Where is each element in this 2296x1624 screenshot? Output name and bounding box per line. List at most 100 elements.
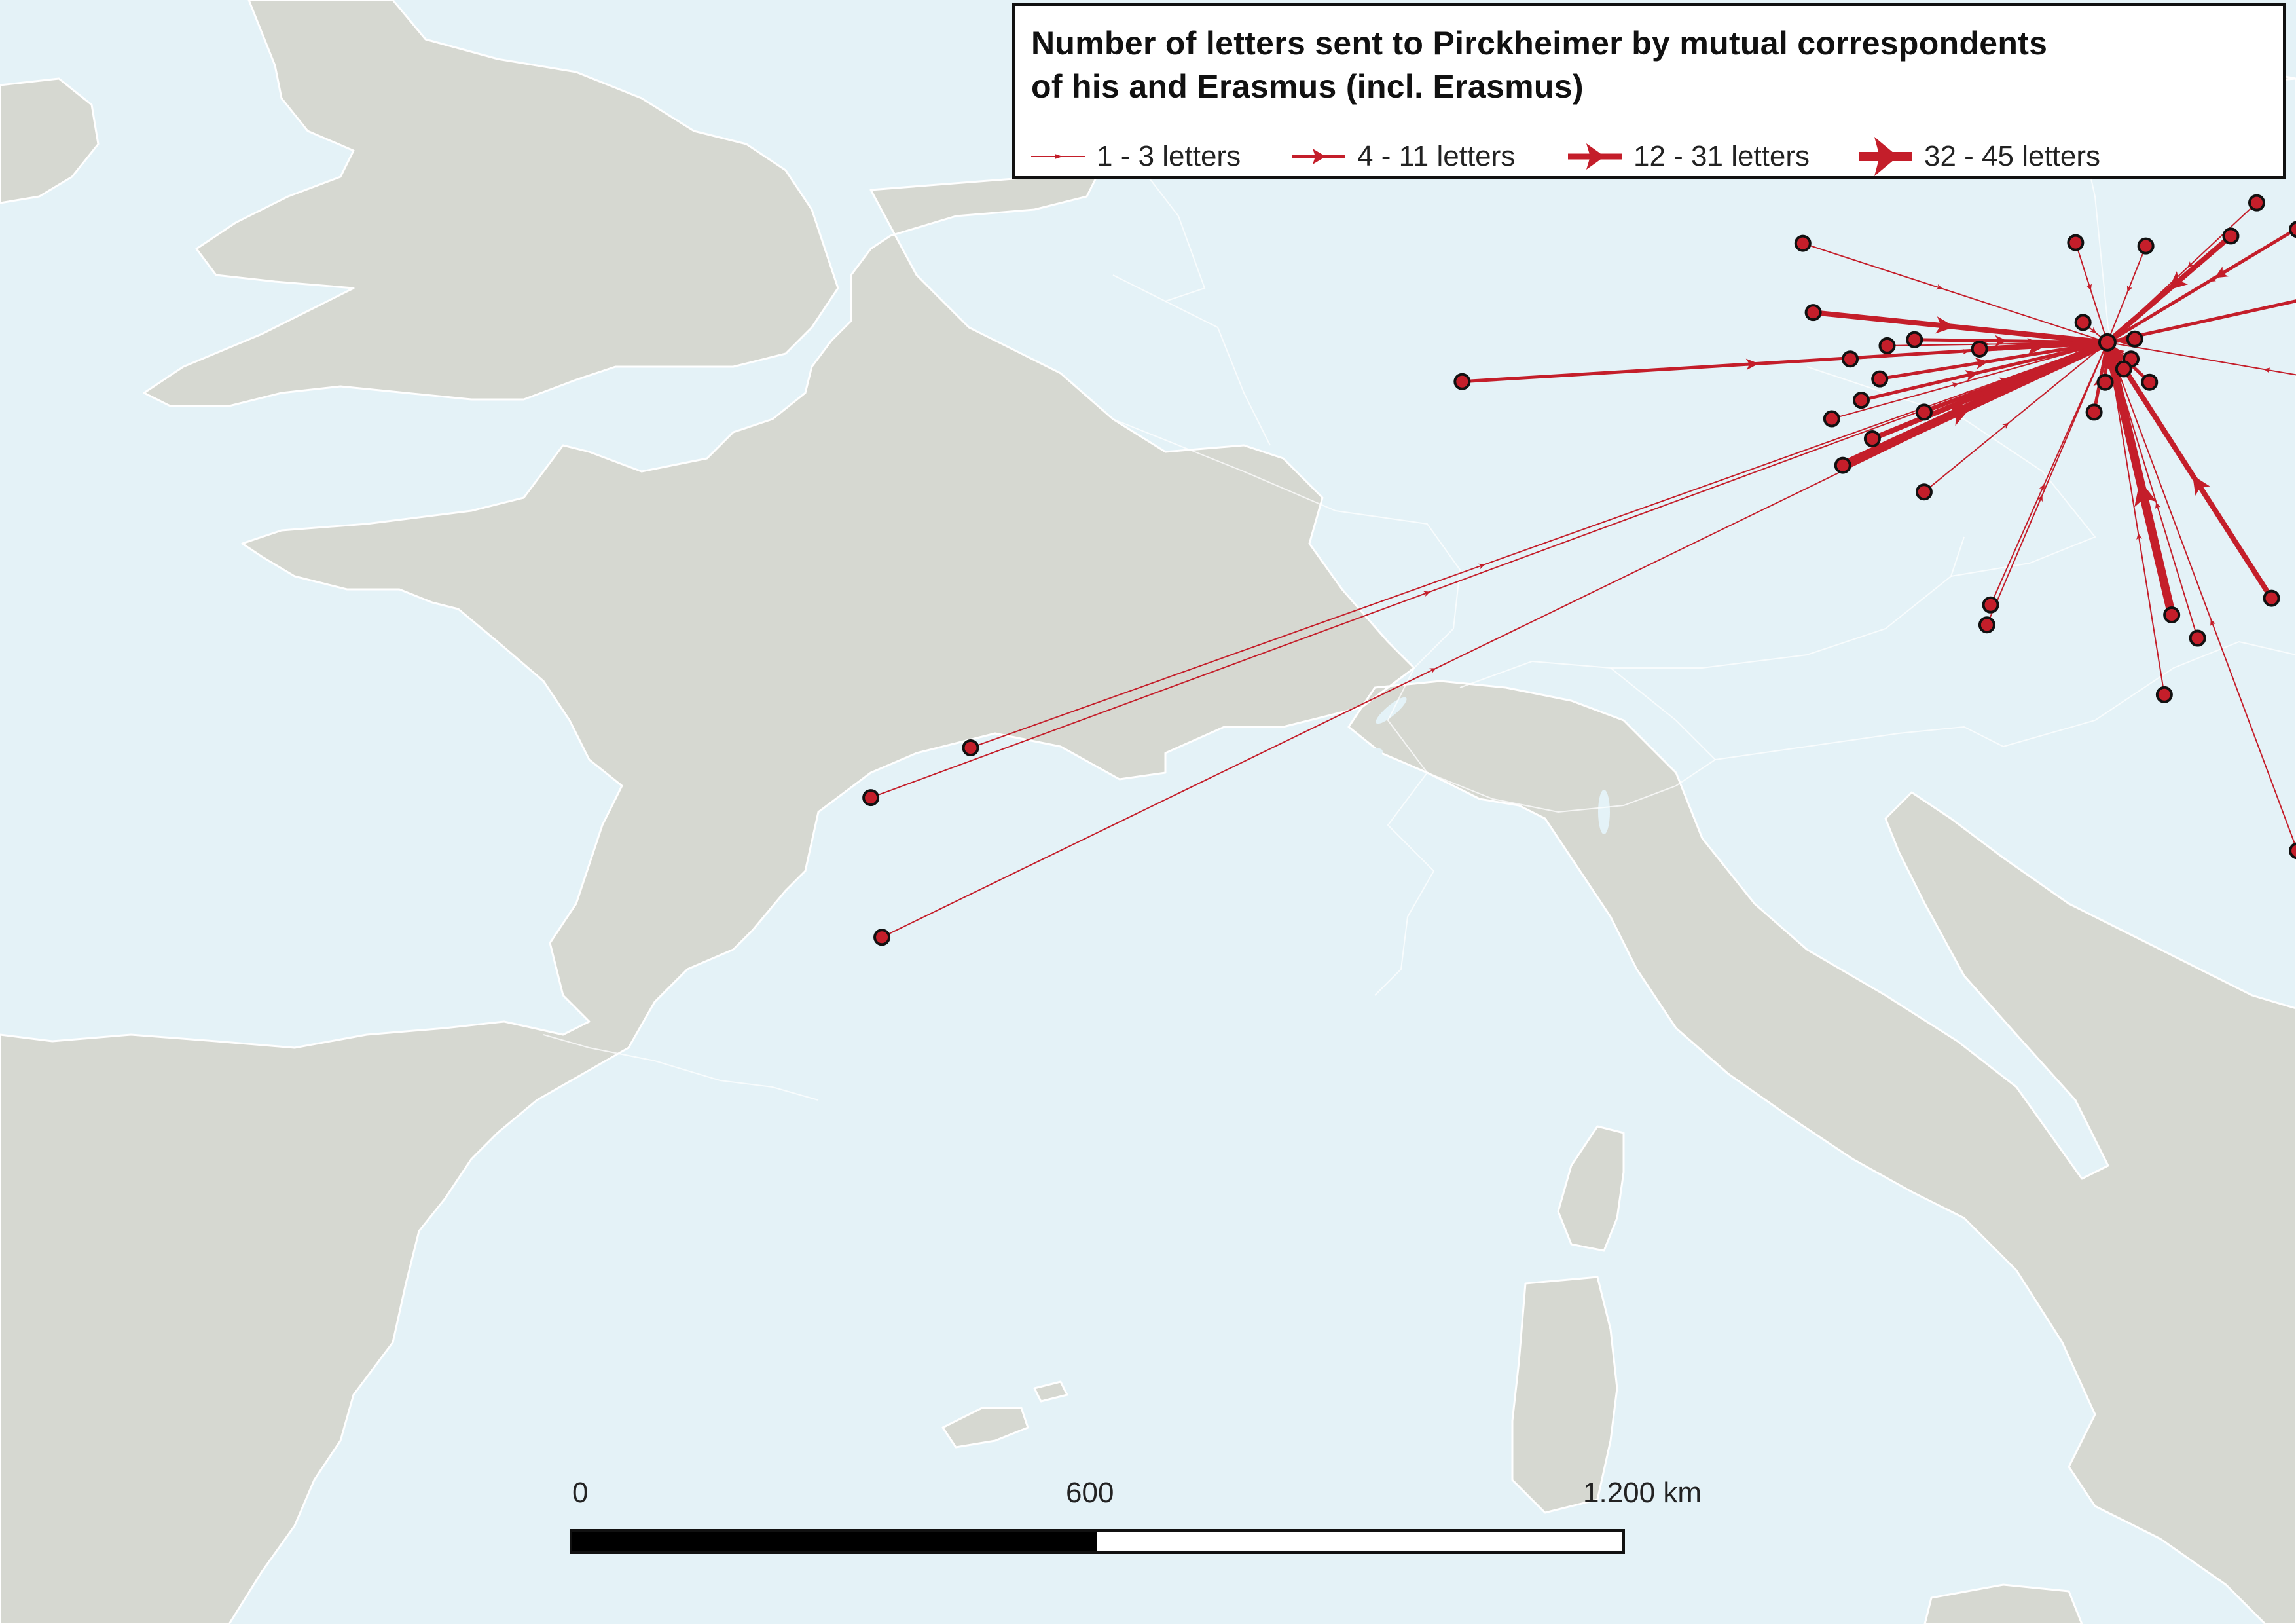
flow-arrowhead: [1952, 382, 1959, 388]
correspondent-marker: [2163, 606, 2181, 623]
flow-arrowhead: [2263, 367, 2270, 373]
scale-label-600: 600: [1066, 1477, 1114, 1509]
correspondent-marker: [1906, 331, 1923, 348]
balearic-land: [941, 1407, 1029, 1449]
border-hungary: [2003, 640, 2296, 747]
border-germany-austria: [1611, 536, 1965, 669]
correspondent-marker: [2085, 403, 2103, 421]
correspondent-marker: [2141, 373, 2159, 391]
flow-line: [2105, 227, 2296, 344]
border-benelux: [1112, 130, 1206, 303]
correspondent-marker: [2096, 373, 2114, 391]
legend-label-4-11: 4 - 11 letters: [1357, 140, 1516, 172]
legend-item-1-3: 1 - 3 letters: [1029, 136, 1241, 177]
flow-lines-layer: [870, 202, 2296, 938]
border-germany-west: [1165, 301, 1271, 446]
flow-line: [2106, 245, 2147, 343]
border-austria-italy: [1715, 726, 2004, 760]
legend-item-12-31: 12 - 31 letters: [1565, 136, 1810, 177]
flow-line: [1986, 341, 2108, 626]
flow-arrowhead: [2214, 267, 2229, 278]
continent-land: [0, 25, 2296, 1624]
ireland-land: [0, 77, 100, 204]
correspondent-marker: [1982, 596, 1999, 614]
legend-items: 1 - 3 letters 4 - 11 letters 12 - 31 let…: [1029, 136, 2276, 177]
legend-symbol-32-45: [1859, 137, 1912, 176]
great-britain-land: [143, 0, 839, 407]
flow-arrowhead: [2155, 502, 2161, 509]
legend-symbol-4-11: [1292, 149, 1345, 164]
correspondent-marker: [1978, 616, 1995, 634]
flow-arrowhead: [2134, 480, 2157, 507]
correspondent-marker: [1971, 340, 1988, 358]
correspondent-marker: [2074, 314, 2092, 331]
lake-neuchatel: [1376, 697, 1407, 724]
lake-garda: [1748, 821, 1761, 868]
legend-label-1-3: 1 - 3 letters: [1097, 140, 1241, 172]
correspondent-marker: [2155, 686, 2173, 703]
flow-arrowhead: [2193, 475, 2210, 496]
lake-geneva: [1315, 748, 1383, 778]
flow-arrowhead: [1478, 563, 1485, 570]
flow-line: [2104, 339, 2274, 601]
flow-line: [2103, 338, 2176, 619]
flow-arrowhead: [2037, 494, 2043, 502]
flow-line: [1859, 341, 2109, 402]
destination-marker: [2098, 333, 2117, 352]
legend-label-32-45: 32 - 45 letters: [1924, 140, 2101, 172]
correspondent-marker: [2126, 330, 2143, 348]
legend-item-4-11: 4 - 11 letters: [1289, 136, 1515, 177]
correspondent-marker: [1834, 456, 1851, 474]
correspondent-marker: [1878, 337, 1896, 354]
flow-arrowhead: [1964, 370, 1978, 382]
minorca-land: [1033, 1380, 1068, 1403]
correspondent-marker: [2067, 234, 2085, 251]
flow-arrowhead: [2168, 271, 2189, 290]
flow-arrowhead: [2187, 261, 2194, 268]
legend-label-12-31: 12 - 31 letters: [1633, 140, 1810, 172]
scale-black-segment: [572, 1532, 1097, 1551]
flow-line: [2106, 341, 2296, 376]
flow-line: [1831, 341, 2108, 420]
correspondent-marker: [2222, 227, 2240, 245]
correspondent-marker: [2263, 589, 2280, 607]
flow-arrowhead: [2117, 350, 2125, 356]
correspondent-marker: [2189, 629, 2206, 647]
correspondent-marker: [1915, 483, 1933, 501]
flow-line: [870, 341, 2108, 799]
correspondent-marker: [1794, 234, 1812, 252]
flow-arrowhead: [2086, 284, 2092, 291]
correspondent-marker: [2137, 237, 2155, 255]
flow-line: [2106, 341, 2296, 849]
corsica-land: [1557, 1125, 1625, 1252]
flow-line: [1878, 341, 2109, 381]
correspondent-marker: [1823, 410, 1840, 428]
flow-arrowhead: [2027, 338, 2047, 356]
flow-arrowhead: [1429, 668, 1436, 674]
flow-arrowhead: [1936, 284, 1943, 290]
flow-arrowhead: [1935, 316, 1956, 334]
legend-title: Number of letters sent to Pirckheimer by…: [1031, 25, 2048, 105]
border-france-east: [1112, 418, 1461, 996]
scale-label-1200: 1.200 km: [1583, 1477, 1702, 1509]
flow-line: [2075, 242, 2108, 343]
flow-arrowhead: [1995, 335, 2008, 347]
correspondent-marker: [2289, 842, 2296, 860]
flow-arrowhead: [1945, 405, 1973, 426]
correspondent-marker: [1863, 430, 1881, 447]
legend-symbol-12-31: [1568, 143, 1622, 170]
correspondent-marker: [1804, 304, 1822, 322]
flow-line: [2105, 299, 2296, 344]
flow-line: [1923, 341, 2108, 493]
flow-line: [1802, 242, 2108, 343]
scale-track: [570, 1529, 1625, 1554]
sicily-land: [1923, 1583, 2083, 1624]
correspondent-marker: [962, 739, 979, 756]
flow-arrowhead: [2039, 483, 2045, 491]
flow-line: [1810, 310, 2110, 345]
scale-label-0: 0: [572, 1477, 589, 1509]
flow-line: [1990, 341, 2108, 606]
sardinia-land: [1511, 1276, 1618, 1514]
correspondent-marker: [1453, 373, 1471, 390]
